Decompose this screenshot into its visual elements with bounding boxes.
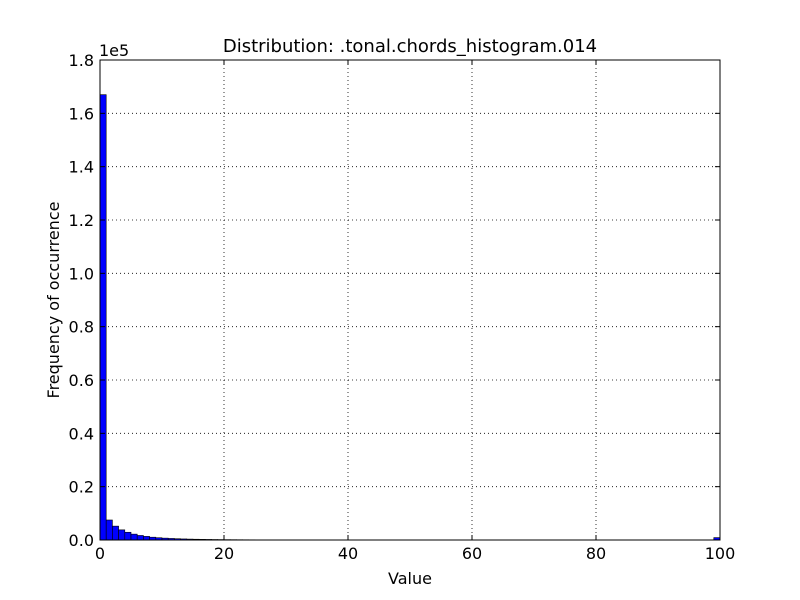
y-tick-label: 0.0	[69, 531, 94, 550]
y-tick-label: 1.8	[69, 51, 94, 70]
x-tick-label: 20	[214, 544, 234, 563]
x-tick-label: 0	[95, 544, 105, 563]
histogram-bar	[130, 533, 138, 541]
histogram-bar	[136, 535, 144, 541]
y-tick-label: 1.2	[69, 211, 94, 230]
y-tick-label: 1.4	[69, 158, 94, 177]
histogram-bar	[112, 525, 119, 541]
chart-title: Distribution: .tonal.chords_histogram.01…	[223, 36, 597, 57]
grid-lines	[100, 60, 720, 540]
plot-frame	[99, 59, 721, 541]
x-tick-label: 60	[462, 544, 482, 563]
x-axis-ticks: 0 20 40 60 80 100	[95, 60, 735, 563]
histogram-bar	[118, 529, 126, 541]
y-axis-label: Frequency of occurrence	[44, 202, 63, 399]
x-axis-label: Value	[388, 569, 432, 588]
x-tick-label: 80	[586, 544, 606, 563]
histogram-bar	[124, 531, 132, 541]
histogram-bar	[99, 94, 107, 541]
y-tick-label: 0.8	[69, 318, 94, 337]
y-tick-label: 1.6	[69, 104, 94, 123]
y-tick-label: 0.4	[69, 424, 94, 443]
x-tick-label: 40	[338, 544, 358, 563]
y-axis-ticks: 0.0 0.2 0.4 0.6 0.8 1.0 1.2 1.4 1.6 1.8	[69, 51, 720, 550]
y-tick-label: 1.0	[69, 264, 94, 283]
histogram-bar	[143, 536, 150, 541]
y-tick-label: 0.2	[69, 478, 94, 497]
y-tick-label: 0.6	[69, 371, 94, 390]
histogram-bar	[105, 519, 113, 541]
y-axis-offset-label: 1e5	[99, 41, 129, 60]
x-tick-label: 100	[705, 544, 736, 563]
